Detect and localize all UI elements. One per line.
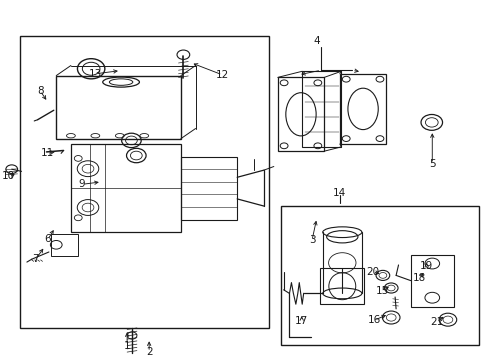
Text: 2: 2 [145,347,152,357]
Bar [277,77,324,151]
Text: 4: 4 [312,36,319,46]
Bar [71,144,181,232]
Text: 17: 17 [294,316,308,326]
Text: 7: 7 [32,254,39,264]
Text: 6: 6 [44,234,51,244]
Bar [20,36,268,328]
Bar [339,74,386,144]
Bar [181,157,237,220]
Text: 1: 1 [123,341,130,351]
Bar [51,234,78,256]
Text: 3: 3 [308,235,315,246]
Bar [410,255,453,307]
Text: 16: 16 [366,315,380,325]
Bar [320,268,364,304]
Text: 9: 9 [79,179,85,189]
Text: 15: 15 [375,286,389,296]
Text: 19: 19 [419,261,432,271]
Text: 11: 11 [41,148,55,158]
Bar [280,206,478,345]
Text: 5: 5 [428,159,435,169]
Bar [56,76,181,139]
Text: 14: 14 [332,188,346,198]
Text: 20: 20 [366,267,378,277]
Bar [302,71,341,147]
Text: 12: 12 [215,70,229,80]
Text: 8: 8 [37,86,43,96]
Text: 18: 18 [412,273,426,283]
Text: 13: 13 [88,69,102,79]
Text: 21: 21 [429,317,443,327]
Text: 10: 10 [2,171,15,181]
